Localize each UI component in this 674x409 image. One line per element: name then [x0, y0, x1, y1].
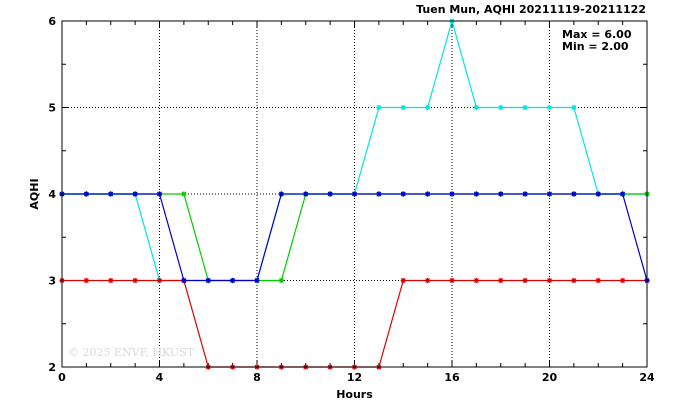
data-point: [473, 277, 479, 284]
watermark-text: © 2025 ENVF, HKUST: [68, 346, 195, 359]
data-point: [546, 191, 553, 197]
data-point: [108, 191, 114, 197]
data-point: [425, 191, 431, 197]
data-point: [83, 277, 89, 284]
min-annotation: Min = 2.00: [562, 40, 629, 53]
chart-title: Tuen Mun, AQHI 20211119-20211122: [416, 3, 646, 16]
data-point: [449, 277, 455, 284]
grid-lines: [62, 21, 647, 367]
data-point: [522, 277, 528, 284]
data-point: [425, 277, 431, 284]
y-tick-label: 3: [48, 275, 56, 288]
data-point: [522, 104, 528, 111]
data-point: [473, 191, 479, 197]
data-point: [546, 277, 553, 284]
data-point: [254, 277, 260, 284]
y-axis-label: AQHI: [28, 178, 41, 209]
y-tick-label: 4: [48, 188, 56, 201]
plot-frame: [61, 20, 648, 368]
data-point: [595, 191, 601, 197]
data-point: [571, 277, 577, 284]
data-point: [571, 104, 577, 111]
data-point: [449, 191, 455, 197]
data-point: [620, 277, 626, 284]
data-point: [400, 277, 406, 284]
data-point: [620, 191, 626, 197]
data-point: [595, 277, 601, 284]
y-tick-label: 2: [48, 361, 56, 374]
data-point: [376, 191, 382, 197]
data-point: [205, 277, 211, 284]
y-tick-label: 6: [48, 15, 56, 28]
x-tick-labels: 0 4 8 12 16 20 24: [58, 371, 655, 384]
data-point: [498, 191, 504, 197]
data-point: [546, 104, 553, 111]
x-tick-label: 0: [58, 371, 66, 384]
data-point: [400, 191, 406, 197]
data-point: [278, 191, 284, 197]
data-point: [376, 104, 382, 111]
data-point: [156, 191, 163, 197]
x-axis-label: Hours: [336, 388, 373, 401]
data-point: [498, 277, 504, 284]
data-point: [230, 277, 236, 284]
data-point: [498, 104, 504, 111]
max-annotation: Max = 6.00: [562, 28, 632, 41]
series-group: [59, 18, 650, 370]
data-point: [303, 191, 309, 197]
data-point: [425, 104, 431, 111]
x-tick-label: 20: [542, 371, 558, 384]
x-tick-label: 4: [156, 371, 164, 384]
data-point: [571, 191, 577, 197]
data-point: [278, 277, 284, 284]
x-tick-label: 16: [444, 371, 460, 384]
data-point: [351, 191, 358, 197]
x-tick-label: 12: [347, 371, 362, 384]
data-point: [400, 104, 406, 111]
data-point: [522, 191, 528, 197]
data-point: [108, 277, 114, 284]
data-point: [156, 277, 163, 284]
data-point: [132, 277, 138, 284]
data-point: [132, 191, 138, 197]
data-point: [327, 191, 333, 197]
data-point: [181, 191, 187, 197]
data-point: [473, 104, 479, 111]
y-tick-labels: 2 3 4 5 6: [48, 15, 56, 374]
y-tick-label: 5: [48, 102, 56, 115]
x-tick-label: 24: [639, 371, 655, 384]
data-point: [83, 191, 89, 197]
data-point: [181, 277, 187, 284]
x-tick-label: 8: [253, 371, 261, 384]
